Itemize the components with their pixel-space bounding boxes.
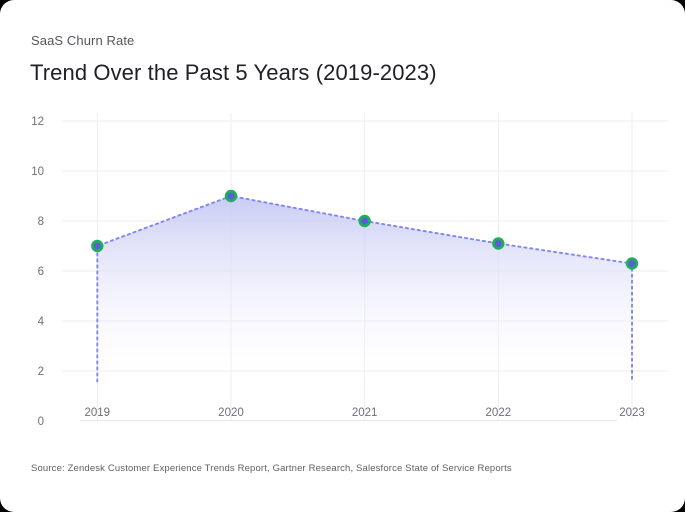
data-point-2020[interactable] [224,189,238,203]
x-tick-label-2020: 2020 [218,407,244,419]
x-tick-label-2023: 2023 [619,407,645,419]
data-point-2022[interactable] [492,237,505,250]
y-tick-label-10: 10 [31,166,44,178]
y-tick-label-8: 8 [38,216,44,228]
y-tick-label-2: 2 [38,366,44,378]
y-tick-label-0: 0 [38,416,44,428]
y-tick-label-12: 12 [31,116,44,128]
data-point-2021[interactable] [358,214,371,228]
chart-eyebrow-label: SaaS Churn Rate [31,33,135,48]
area-fill [97,196,633,382]
x-tick-label-2019: 2019 [85,407,111,419]
source-note: Source: Zendesk Customer Experience Tren… [31,463,512,474]
y-tick-label-6: 6 [38,266,44,278]
chart-title: Trend Over the Past 5 Years (2019-2023) [30,60,437,85]
data-point-2019[interactable] [91,239,104,253]
x-tick-label-2022: 2022 [486,407,512,419]
x-tick-label-2021: 2021 [352,407,378,419]
y-tick-label-4: 4 [38,316,45,328]
data-point-2023[interactable] [625,257,639,270]
